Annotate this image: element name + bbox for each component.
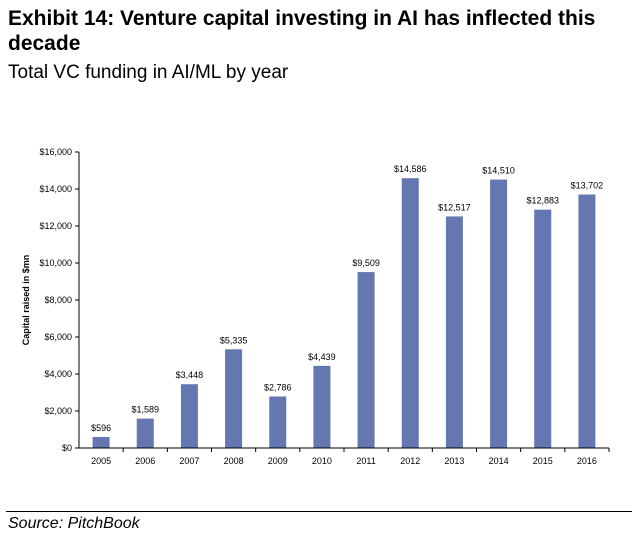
x-tick-label-2015: 2015 (533, 456, 553, 466)
data-label-2013: $12,517 (438, 202, 471, 212)
data-label-2015: $12,883 (526, 196, 559, 206)
data-label-2005: $596 (91, 423, 111, 433)
data-label-2010: $4,439 (308, 352, 336, 362)
x-tick-label-2016: 2016 (577, 456, 597, 466)
y-tick-label: $4,000 (44, 369, 72, 379)
data-label-2006: $1,589 (131, 405, 159, 415)
source-divider (6, 511, 632, 512)
y-tick-label: $2,000 (44, 406, 72, 416)
y-tick-label: $16,000 (39, 147, 72, 157)
y-tick-label: $10,000 (39, 258, 72, 268)
y-tick-label: $8,000 (44, 295, 72, 305)
bar-2009 (269, 396, 287, 448)
bar-2005 (92, 436, 110, 448)
y-axis: $0 $2,000 $4,000 $6,000 $8,000 $10,000 $12,000… (39, 147, 80, 453)
x-tick-label-2012: 2012 (400, 456, 420, 466)
data-label-2009: $2,786 (264, 382, 292, 392)
source-note: Source: PitchBook (8, 515, 140, 532)
page-subtitle: Total VC funding in AI/ML by year (8, 62, 289, 83)
x-tick-label-2006: 2006 (135, 456, 155, 466)
x-tick-label-2005: 2005 (91, 456, 111, 466)
bar-2012 (401, 178, 419, 448)
bar-2015 (534, 209, 552, 448)
bar-2016 (578, 194, 596, 448)
x-tick-label-2013: 2013 (444, 456, 464, 466)
y-tick-label: $12,000 (39, 221, 72, 231)
page-title: Exhibit 14: Venture capital investing in… (8, 7, 596, 55)
data-label-2008: $5,335 (220, 335, 248, 345)
bar-2014 (490, 179, 508, 448)
data-label-2012: $14,586 (394, 164, 427, 174)
bar-2011 (357, 272, 375, 448)
bar-2007 (180, 384, 198, 448)
x-tick-label-2014: 2014 (489, 456, 509, 466)
data-label-2011: $9,509 (352, 258, 380, 268)
x-tick-label-2011: 2011 (356, 456, 375, 466)
x-axis: 2005 2006 2007 2008 2009 2010 2011 2012 2013 2014… (79, 447, 610, 466)
data-label-2007: $3,448 (176, 370, 204, 380)
bar-2006 (136, 418, 154, 448)
y-tick-label: $6,000 (44, 332, 72, 342)
y-tick-label: $14,000 (39, 184, 72, 194)
bar-2008 (225, 349, 243, 448)
x-tick-label-2007: 2007 (179, 456, 199, 466)
x-tick-label-2010: 2010 (312, 456, 332, 466)
data-label-2016: $13,702 (571, 181, 604, 191)
bar-2013 (445, 216, 463, 448)
bar-chart: $0 $2,000 $4,000 $6,000 $8,000 $10,000 $12,000… (21, 147, 610, 466)
x-tick-label-2008: 2008 (224, 456, 244, 466)
x-tick-label-2009: 2009 (268, 456, 288, 466)
bar-2010 (313, 365, 331, 448)
y-tick-label: $0 (62, 443, 72, 453)
bars: $596 $1,589 $3,448 $5,335 $2,786 $4,439 $9,509… (91, 164, 603, 448)
y-axis-title: Capital raised in $mn (21, 255, 31, 346)
data-label-2014: $14,510 (482, 166, 515, 176)
